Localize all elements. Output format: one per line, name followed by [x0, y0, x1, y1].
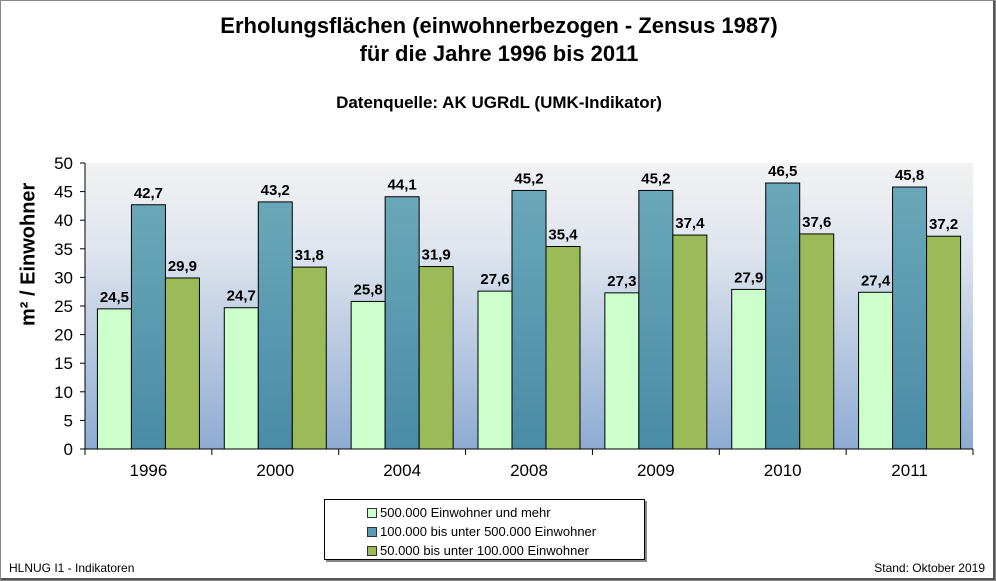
bar-2004-series-2	[384, 196, 420, 450]
bar-2000-series-2	[257, 201, 293, 450]
legend-label: 50.000 bis unter 100.000 Einwohner	[380, 543, 589, 558]
bar-2004-series-1	[350, 300, 386, 450]
legend-item: 50.000 bis unter 100.000 Einwohner	[367, 541, 644, 560]
y-tick-label: 45	[54, 183, 73, 202]
data-label: 25,8	[354, 281, 383, 298]
y-tick-label: 35	[54, 240, 73, 259]
bar-2011-series-2	[892, 186, 928, 450]
legend: 500.000 Einwohner und mehr 100.000 bis un…	[324, 499, 645, 560]
y-tick-label: 40	[54, 211, 73, 230]
data-label: 45,2	[514, 170, 543, 187]
y-tick-label: 50	[54, 154, 73, 173]
y-tick-label: 15	[54, 354, 73, 373]
chart-title-line1: Erholungsflächen (einwohnerbezogen - Zen…	[220, 13, 778, 38]
bar-2008-series-3	[545, 246, 581, 450]
y-tick-label: 25	[54, 297, 73, 316]
chart-title-line2: für die Jahre 1996 bis 2011	[359, 41, 639, 66]
y-tick-label: 30	[54, 268, 73, 287]
y-tick-label: 10	[54, 383, 73, 402]
bar-2008-series-1	[477, 290, 513, 450]
data-label: 29,9	[168, 258, 197, 275]
data-label: 27,9	[734, 269, 763, 286]
x-tick-label: 1996	[130, 461, 168, 480]
data-label: 44,1	[388, 177, 417, 194]
data-label: 31,8	[295, 247, 324, 264]
chart-subtitle: Datenquelle: AK UGRdL (UMK-Indikator)	[336, 93, 662, 112]
y-tick-label: 5	[64, 411, 73, 430]
legend-label: 500.000 Einwohner und mehr	[380, 505, 551, 520]
bar-2009-series-1	[604, 292, 640, 450]
bar-2000-series-1	[223, 307, 259, 450]
bar-2010-series-3	[799, 233, 835, 450]
legend-swatch	[367, 545, 377, 556]
bar-2009-series-2	[638, 189, 674, 450]
bar-1996-series-1	[96, 308, 132, 450]
bar-2010-series-2	[765, 182, 801, 450]
bar-2004-series-3	[418, 266, 454, 450]
bar-2010-series-1	[731, 288, 767, 450]
legend-item: 100.000 bis unter 500.000 Einwohner	[367, 522, 644, 541]
data-label: 37,4	[675, 215, 705, 232]
x-tick-label: 2011	[891, 461, 928, 480]
data-label: 27,4	[861, 272, 891, 289]
footer-date: Stand: Oktober 2019	[874, 561, 985, 575]
data-label: 31,9	[422, 247, 451, 264]
legend-label: 100.000 bis unter 500.000 Einwohner	[380, 524, 597, 539]
x-tick-label: 2010	[764, 461, 802, 480]
bar-2000-series-3	[291, 266, 327, 450]
data-label: 24,5	[100, 289, 129, 306]
footer-source: HLNUG I1 - Indikatoren	[9, 561, 135, 575]
data-label: 27,6	[480, 271, 509, 288]
bar-1996-series-3	[164, 277, 200, 450]
data-label: 42,7	[134, 185, 163, 202]
bar-1996-series-2	[130, 204, 166, 450]
data-label: 27,3	[607, 273, 636, 290]
x-tick-label: 2000	[256, 461, 294, 480]
legend-swatch	[367, 507, 377, 518]
data-label: 45,8	[895, 167, 924, 184]
bar-2009-series-3	[672, 234, 708, 450]
bar-2011-series-3	[926, 235, 962, 450]
y-tick-label: 0	[64, 440, 73, 459]
bar-2008-series-2	[511, 189, 547, 450]
data-label: 24,7	[227, 288, 256, 305]
legend-swatch	[367, 526, 377, 537]
x-tick-label: 2008	[510, 461, 548, 480]
data-label: 45,2	[641, 170, 670, 187]
data-label: 37,2	[929, 216, 958, 233]
data-label: 46,5	[768, 163, 797, 180]
x-tick-label: 2009	[637, 461, 675, 480]
bar-2011-series-1	[858, 291, 894, 450]
data-label: 37,6	[802, 214, 831, 231]
y-tick-label: 20	[54, 326, 73, 345]
legend-item: 500.000 Einwohner und mehr	[367, 503, 644, 522]
x-tick-label: 2004	[383, 461, 421, 480]
data-label: 35,4	[548, 227, 578, 244]
data-label: 43,2	[261, 182, 290, 199]
